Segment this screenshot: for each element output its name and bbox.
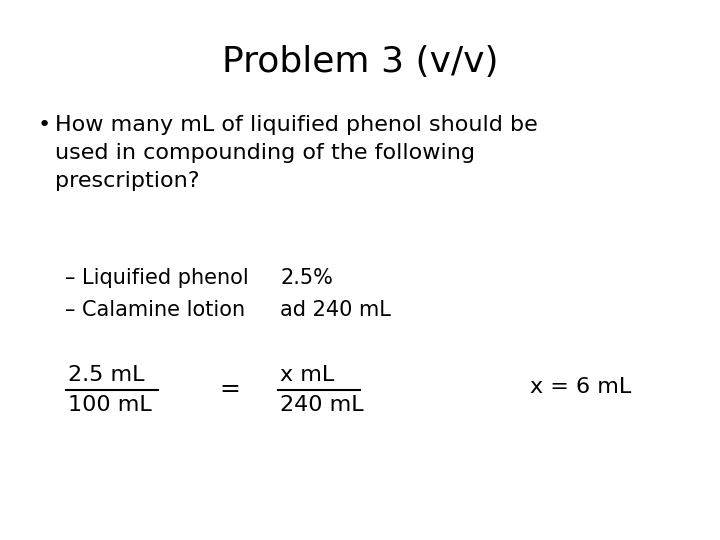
Text: – Calamine lotion: – Calamine lotion: [65, 300, 245, 320]
Text: 240 mL: 240 mL: [280, 395, 364, 415]
Text: ad 240 mL: ad 240 mL: [280, 300, 391, 320]
Text: How many mL of liquified phenol should be
used in compounding of the following
p: How many mL of liquified phenol should b…: [55, 115, 538, 191]
Text: •: •: [38, 115, 51, 135]
Text: Problem 3 (v/v): Problem 3 (v/v): [222, 45, 498, 79]
Text: x mL: x mL: [280, 365, 334, 385]
Text: 2.5%: 2.5%: [280, 268, 333, 288]
Text: 100 mL: 100 mL: [68, 395, 152, 415]
Text: – Liquified phenol: – Liquified phenol: [65, 268, 248, 288]
Text: 2.5 mL: 2.5 mL: [68, 365, 145, 385]
Text: x = 6 mL: x = 6 mL: [530, 377, 631, 397]
Text: =: =: [220, 377, 240, 401]
